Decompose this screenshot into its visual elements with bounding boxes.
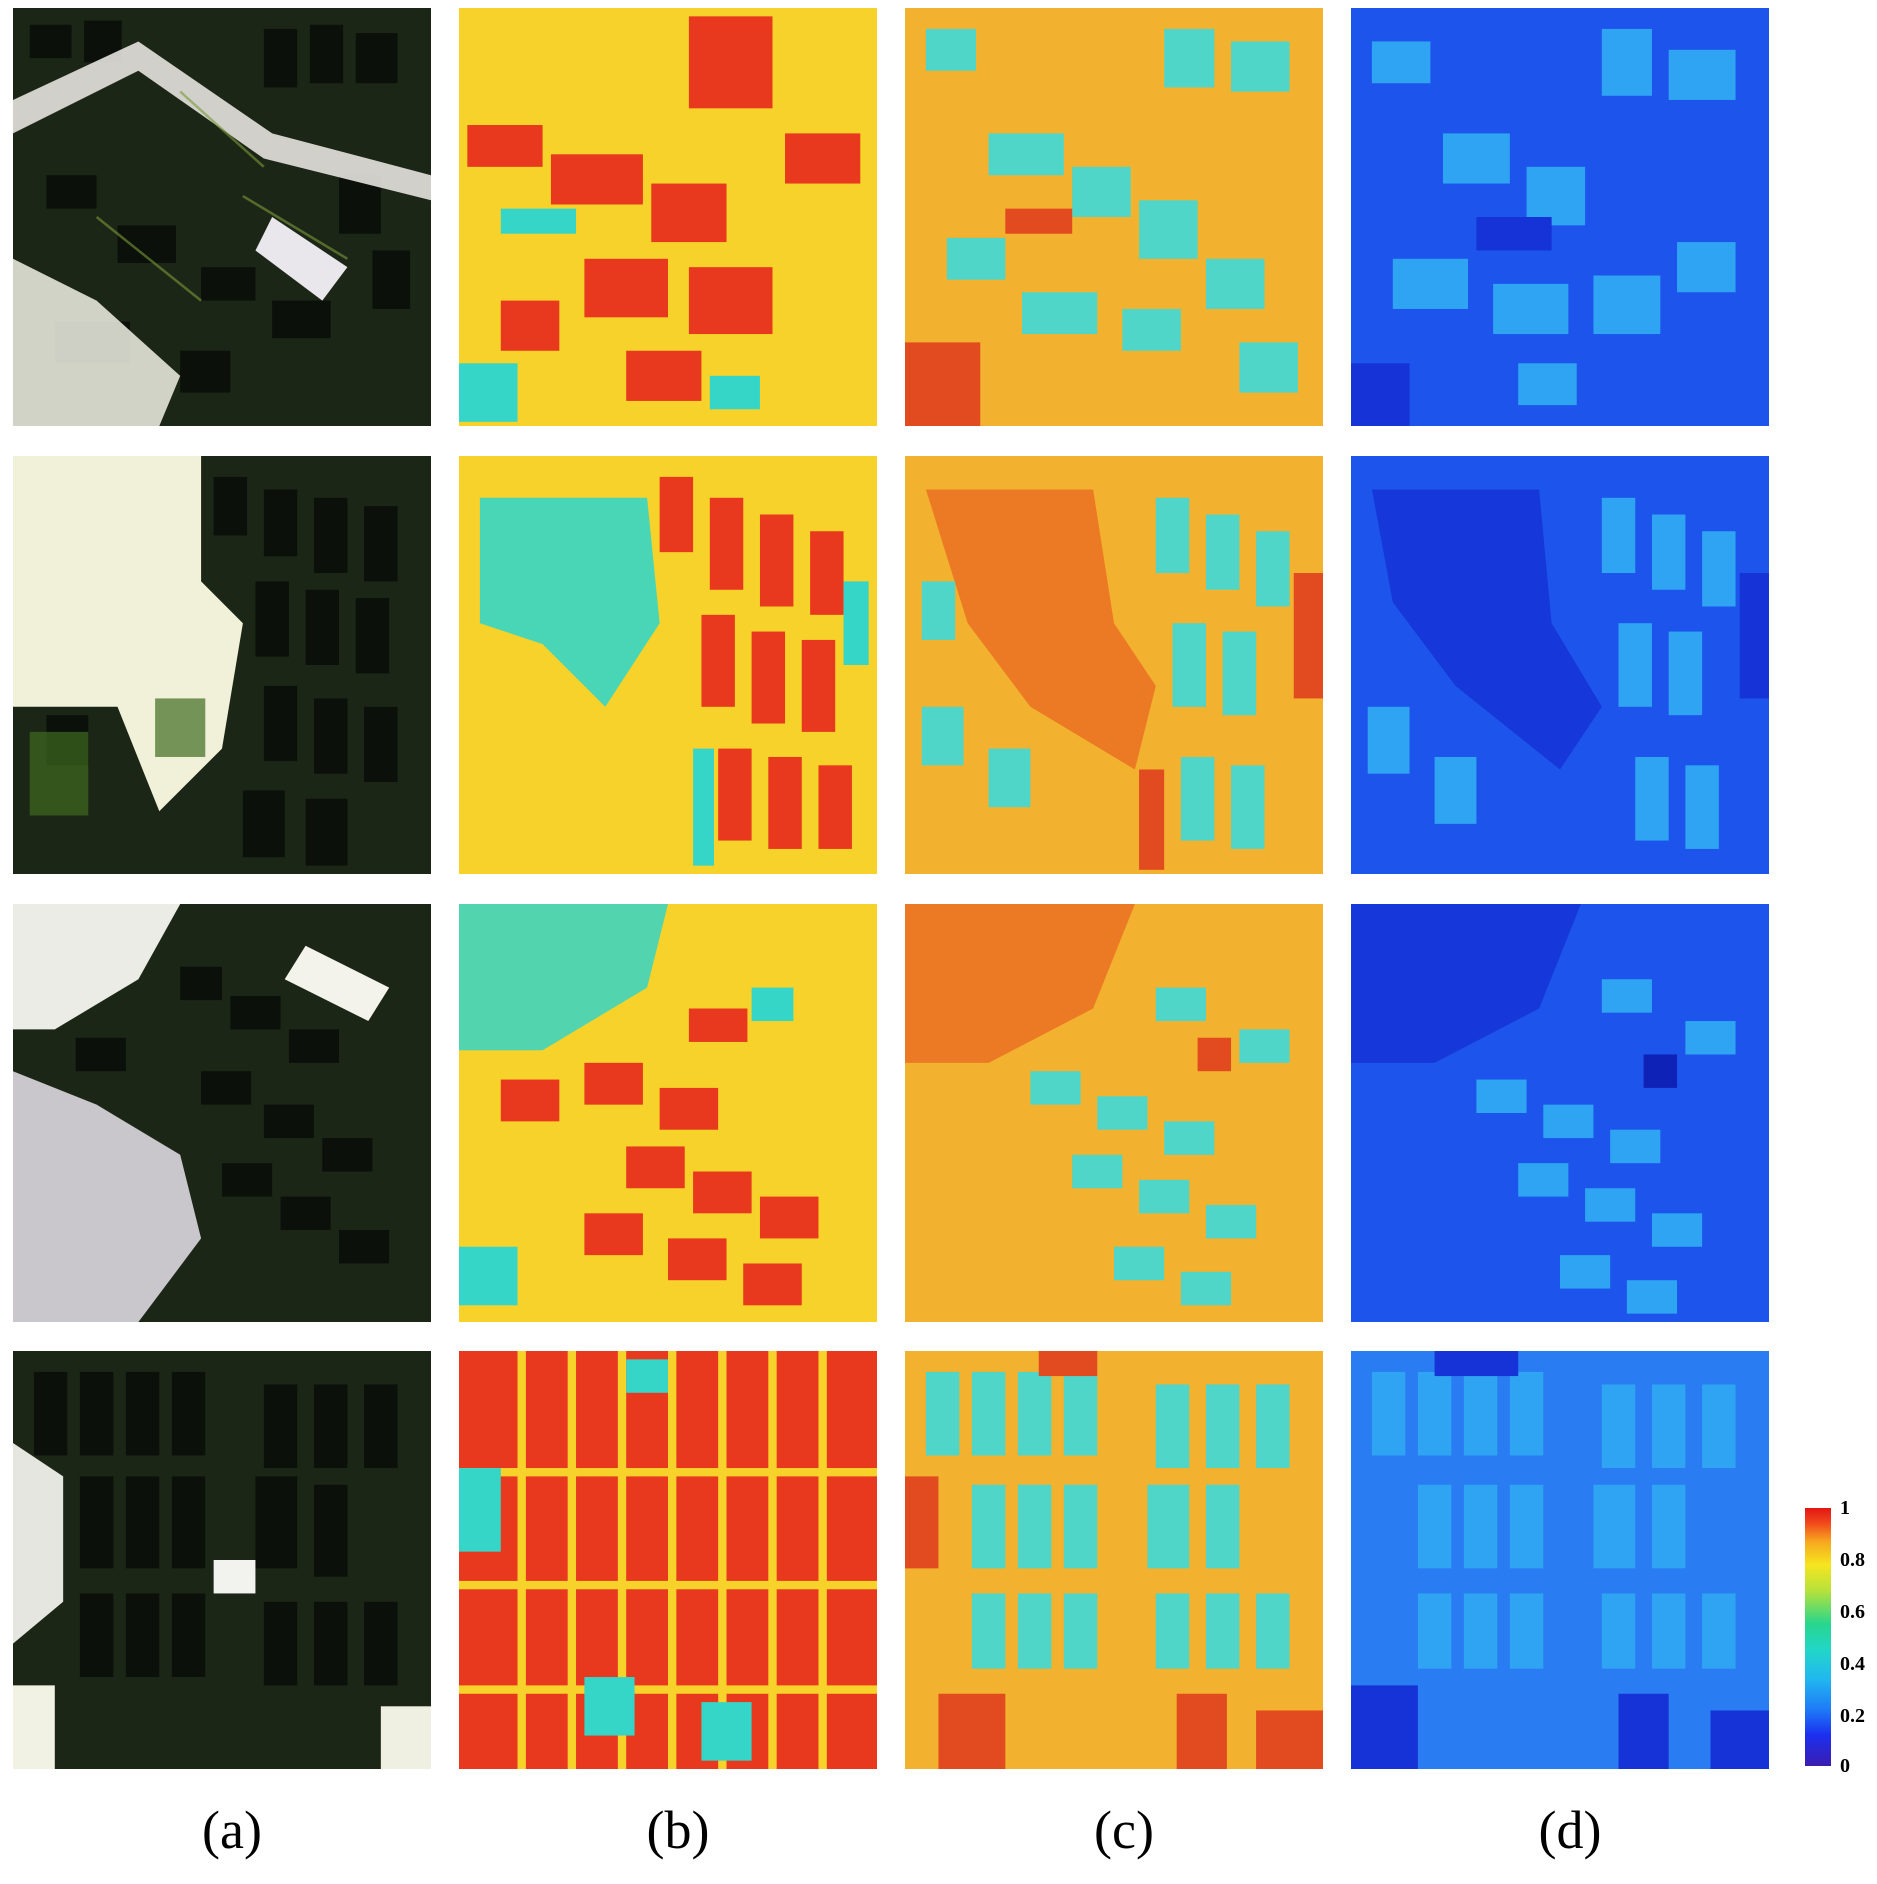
panel-row4-d [1351, 1351, 1769, 1769]
panel-row3-d [1351, 904, 1769, 1322]
panel-row3-b [459, 904, 877, 1322]
panel-row2-c [905, 456, 1323, 874]
heatmap-c-row3 [905, 904, 1323, 1322]
panel-row1-d [1351, 8, 1769, 426]
heatmap-b-row2 [459, 456, 877, 874]
panel-row4-a [13, 1351, 431, 1769]
column-label-b: (b) [646, 1800, 710, 1860]
colorbar-tick-0-2: 0.2 [1840, 1705, 1865, 1727]
heatmap-c-row4 [905, 1351, 1323, 1769]
rgb-image-row2 [13, 456, 431, 874]
panel-row3-a [13, 904, 431, 1322]
heatmap-d-row2 [1351, 456, 1769, 874]
colorbar-tick-0-8: 0.8 [1840, 1549, 1865, 1571]
panel-row2-b [459, 456, 877, 874]
colorbar-tick-0-6: 0.6 [1840, 1601, 1865, 1623]
heatmap-c-row2 [905, 456, 1323, 874]
column-label-c: (c) [1094, 1800, 1154, 1860]
panel-row2-a [13, 456, 431, 874]
colorbar-tick-0: 0 [1840, 1755, 1850, 1777]
panel-row1-a [13, 8, 431, 426]
rgb-image-row4 [13, 1351, 431, 1769]
colorbar-tick-1: 1 [1840, 1497, 1850, 1519]
column-label-a: (a) [202, 1800, 262, 1860]
heatmap-b-row3 [459, 904, 877, 1322]
heatmap-b-row1 [459, 8, 877, 426]
panel-row4-c [905, 1351, 1323, 1769]
heatmap-d-row1 [1351, 8, 1769, 426]
column-label-d: (d) [1538, 1800, 1602, 1860]
panel-row1-c [905, 8, 1323, 426]
panel-row4-b [459, 1351, 877, 1769]
heatmap-d-row4 [1351, 1351, 1769, 1769]
heatmap-c-row1 [905, 8, 1323, 426]
rgb-image-row1 [13, 8, 431, 426]
colorbar [1805, 1508, 1831, 1766]
colorbar-tick-0-4: 0.4 [1840, 1653, 1865, 1675]
panel-row3-c [905, 904, 1323, 1322]
heatmap-b-row4 [459, 1351, 877, 1769]
panel-row2-d [1351, 456, 1769, 874]
panel-row1-b [459, 8, 877, 426]
heatmap-d-row3 [1351, 904, 1769, 1322]
rgb-image-row3 [13, 904, 431, 1322]
